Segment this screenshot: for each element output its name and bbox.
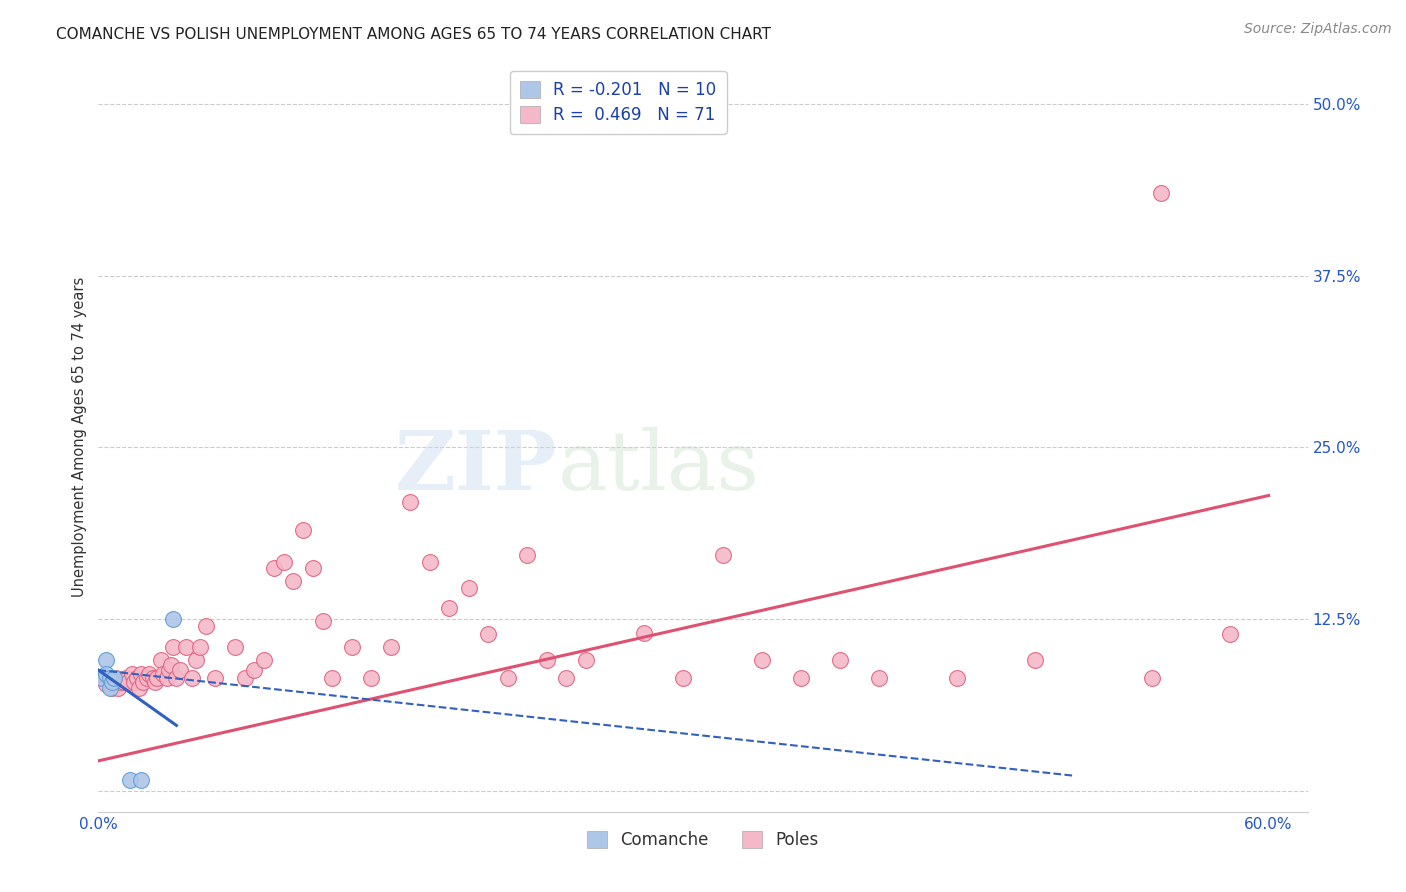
- Point: [131, 667, 153, 681]
- Point: [536, 653, 558, 667]
- Point: [340, 640, 363, 654]
- Text: Source: ZipAtlas.com: Source: ZipAtlas.com: [1244, 22, 1392, 37]
- Point: [104, 671, 127, 685]
- Point: [93, 671, 115, 685]
- Point: [174, 640, 197, 654]
- Point: [136, 671, 159, 685]
- Point: [121, 667, 143, 681]
- Point: [132, 675, 155, 690]
- Point: [1140, 671, 1163, 685]
- Point: [292, 523, 315, 537]
- Point: [162, 640, 184, 654]
- Point: [181, 671, 204, 685]
- Point: [118, 773, 141, 788]
- Point: [360, 671, 382, 685]
- Text: ZIP: ZIP: [395, 427, 558, 507]
- Point: [96, 653, 118, 667]
- Point: [146, 671, 169, 685]
- Point: [1150, 186, 1173, 200]
- Point: [157, 663, 180, 677]
- Point: [868, 671, 890, 685]
- Point: [458, 581, 481, 595]
- Point: [138, 667, 160, 681]
- Point: [477, 627, 499, 641]
- Point: [751, 653, 773, 667]
- Point: [419, 554, 441, 568]
- Point: [159, 657, 181, 672]
- Point: [91, 671, 114, 685]
- Point: [101, 675, 124, 690]
- Point: [98, 681, 121, 695]
- Point: [321, 671, 343, 685]
- Point: [108, 675, 131, 690]
- Point: [789, 671, 811, 685]
- Point: [555, 671, 578, 685]
- Point: [224, 640, 246, 654]
- Point: [575, 653, 598, 667]
- Point: [149, 653, 172, 667]
- Point: [302, 561, 325, 575]
- Point: [112, 675, 135, 690]
- Point: [204, 671, 226, 685]
- Point: [1024, 653, 1046, 667]
- Point: [131, 773, 153, 788]
- Point: [672, 671, 695, 685]
- Point: [188, 640, 211, 654]
- Point: [194, 619, 217, 633]
- Point: [96, 667, 118, 681]
- Point: [399, 495, 422, 509]
- Point: [633, 626, 655, 640]
- Point: [711, 548, 734, 562]
- Point: [103, 671, 125, 685]
- Point: [516, 548, 538, 562]
- Point: [312, 614, 335, 628]
- Point: [101, 681, 124, 695]
- Point: [117, 675, 139, 690]
- Point: [128, 681, 150, 695]
- Point: [152, 667, 174, 681]
- Point: [96, 677, 118, 691]
- Point: [184, 653, 207, 667]
- Point: [273, 554, 295, 568]
- Point: [233, 671, 256, 685]
- Y-axis label: Unemployment Among Ages 65 to 74 years: Unemployment Among Ages 65 to 74 years: [72, 277, 87, 598]
- Point: [169, 663, 191, 677]
- Point: [243, 663, 266, 677]
- Legend: Comanche, Poles: Comanche, Poles: [581, 824, 825, 855]
- Point: [107, 681, 129, 695]
- Text: COMANCHE VS POLISH UNEMPLOYMENT AMONG AGES 65 TO 74 YEARS CORRELATION CHART: COMANCHE VS POLISH UNEMPLOYMENT AMONG AG…: [56, 27, 772, 42]
- Point: [122, 675, 145, 690]
- Point: [263, 561, 285, 575]
- Point: [156, 671, 179, 685]
- Text: atlas: atlas: [558, 427, 761, 507]
- Point: [98, 671, 121, 685]
- Point: [114, 671, 136, 685]
- Point: [162, 612, 184, 626]
- Point: [98, 671, 121, 685]
- Point: [103, 675, 125, 690]
- Point: [439, 601, 461, 615]
- Point: [1219, 627, 1241, 641]
- Point: [165, 671, 187, 685]
- Point: [142, 671, 165, 685]
- Point: [945, 671, 967, 685]
- Point: [253, 653, 276, 667]
- Point: [828, 653, 851, 667]
- Point: [283, 574, 305, 588]
- Point: [380, 640, 402, 654]
- Point: [143, 675, 166, 690]
- Point: [127, 671, 149, 685]
- Point: [496, 671, 519, 685]
